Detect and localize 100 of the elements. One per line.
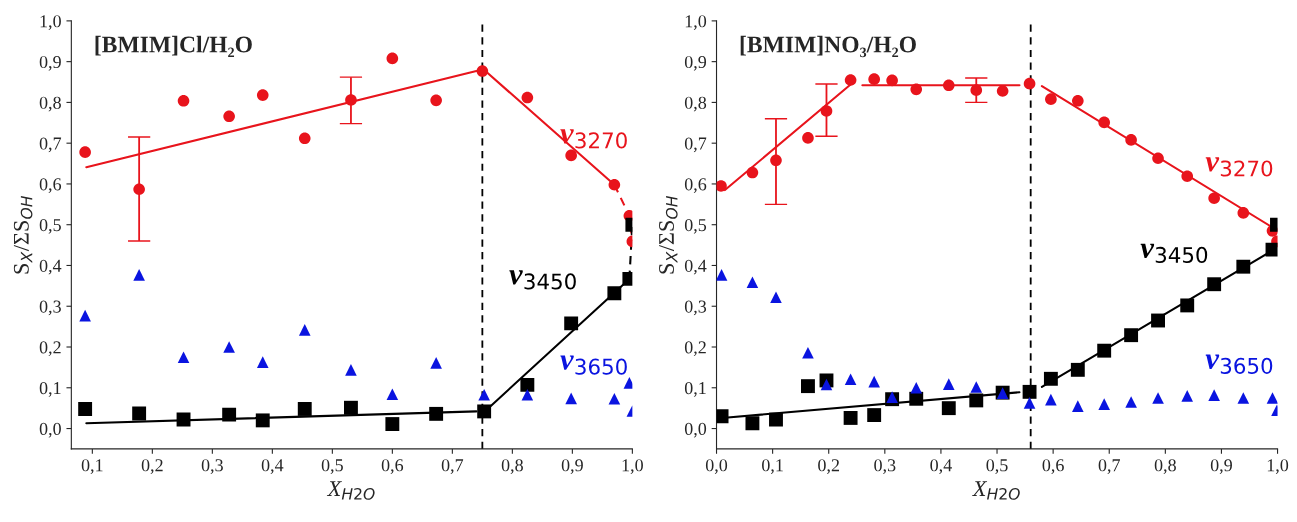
point	[386, 388, 399, 401]
point	[746, 166, 759, 179]
point	[1023, 397, 1036, 409]
point	[1152, 152, 1164, 165]
point	[1023, 77, 1036, 90]
x-tick-label: 0,9	[1210, 459, 1232, 474]
series-label: ν$_{3450}$	[1140, 243, 1208, 264]
y-tick-label: 0,4	[39, 259, 62, 275]
y-tick-label: 0,5	[684, 218, 707, 234]
point	[223, 110, 235, 123]
point	[769, 412, 783, 427]
point	[1125, 396, 1137, 408]
x-tick-label: 0,5	[321, 459, 343, 474]
point	[344, 400, 358, 415]
point	[521, 91, 534, 104]
point	[1237, 207, 1250, 219]
y-tick-label: 0,0	[684, 422, 707, 438]
point	[716, 269, 728, 281]
point	[942, 79, 955, 92]
point	[565, 149, 577, 162]
point	[1236, 259, 1251, 274]
point	[970, 381, 983, 393]
point	[223, 341, 235, 353]
y-tick-label: 0,1	[684, 382, 706, 397]
point	[820, 378, 833, 391]
point	[176, 412, 191, 427]
point	[222, 407, 237, 422]
y-tick-label: 0,6	[39, 178, 62, 193]
y-tick-label: 0,3	[684, 300, 707, 316]
x-tick-label: 0,6	[381, 459, 404, 474]
x-tick-label: 0,8	[1154, 459, 1176, 474]
point	[802, 346, 814, 359]
point	[430, 94, 442, 107]
point	[1022, 384, 1037, 399]
series-label: ν$_{3650}$	[1205, 354, 1273, 374]
point	[801, 379, 815, 394]
point	[297, 402, 312, 416]
point	[820, 105, 833, 117]
point	[746, 276, 759, 288]
x-tick-label: 0,1	[762, 459, 783, 474]
series-label: ν$_{3450}$	[509, 270, 576, 290]
point	[1265, 242, 1278, 257]
point	[133, 269, 145, 281]
point	[1181, 390, 1194, 402]
y-axis-title: S$_{X}$/ΣS$_{OH}$	[659, 195, 678, 274]
point	[623, 377, 633, 389]
x-tick-label: 0,1	[81, 459, 103, 474]
y-tick-label: 0,9	[684, 55, 707, 71]
y-tick-label: 0,8	[39, 96, 61, 112]
point	[78, 402, 93, 416]
point	[608, 392, 621, 405]
point	[942, 378, 955, 390]
y-tick-label: 0,1	[39, 382, 61, 397]
x-tick-label: 0,7	[441, 459, 464, 474]
point	[133, 183, 145, 196]
text: [BMIM]NO₃/H₂O	[740, 35, 916, 58]
y-tick-label: 0,7	[684, 137, 707, 153]
x-tick-label: 0,8	[501, 459, 523, 474]
point	[1125, 134, 1137, 146]
point	[941, 401, 956, 416]
point	[1045, 93, 1057, 105]
point	[867, 408, 882, 423]
point	[177, 94, 190, 107]
x-axis-title: X$_{H2O}$	[972, 481, 1020, 500]
point	[255, 413, 270, 428]
point	[429, 406, 444, 421]
point	[1266, 392, 1278, 404]
point	[910, 83, 923, 96]
point	[476, 65, 489, 77]
point	[996, 85, 1009, 97]
point	[844, 74, 857, 86]
point	[385, 417, 400, 431]
point	[1181, 170, 1194, 183]
point	[256, 89, 269, 101]
point	[478, 388, 490, 401]
point	[132, 406, 147, 421]
point	[970, 84, 983, 96]
point	[770, 154, 782, 167]
x-tick-label: 0,0	[705, 459, 728, 474]
point	[770, 291, 782, 304]
x-tick-label: 0,4	[261, 459, 284, 474]
point	[345, 364, 357, 376]
x-tick-label: 0,6	[1042, 459, 1064, 474]
point	[345, 94, 357, 106]
point	[843, 410, 858, 425]
point	[177, 351, 190, 364]
point	[910, 381, 923, 394]
x-tick-label: 1,0	[1267, 459, 1289, 474]
y-tick-label: 1,0	[40, 15, 61, 30]
point	[256, 356, 269, 368]
point	[1180, 298, 1195, 313]
y-axis-title: S$_{X}$/ΣS$_{OH}$	[13, 195, 33, 274]
point	[844, 373, 857, 386]
point	[1043, 371, 1058, 386]
point	[520, 377, 535, 392]
y-tick-label: 0,9	[39, 55, 61, 71]
text: [BMIM]Cl/H₂O	[95, 35, 252, 57]
y-tick-label: 0,2	[684, 341, 706, 357]
point	[1072, 400, 1084, 412]
point	[608, 178, 621, 191]
